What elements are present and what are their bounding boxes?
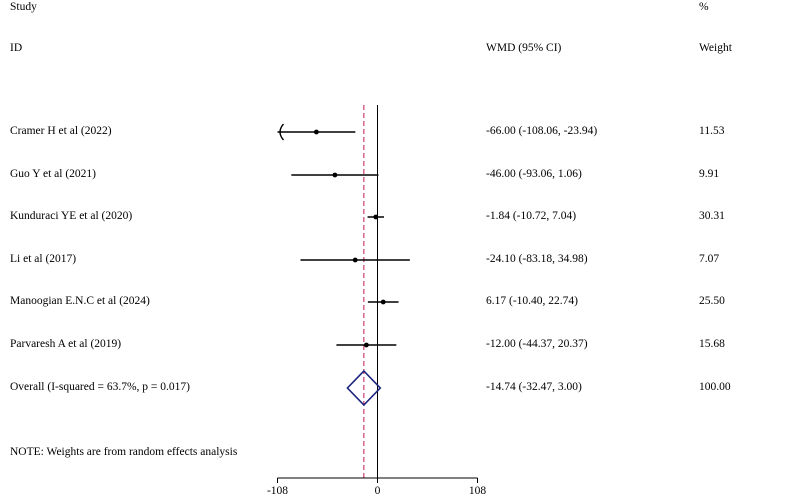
study-ci-text: 6.17 (-10.40, 22.74) xyxy=(486,295,578,307)
footnote: NOTE: Weights are from random effects an… xyxy=(10,446,238,458)
study-label: Cramer H et al (2022) xyxy=(10,125,112,137)
study-weight: 7.07 xyxy=(699,253,720,265)
study-ci-text: -46.00 (-93.06, 1.06) xyxy=(486,168,582,180)
id-header: ID xyxy=(10,42,23,54)
study-weight: 25.50 xyxy=(699,295,725,307)
study-point xyxy=(363,342,369,348)
study-header: Study xyxy=(10,1,37,13)
study-point xyxy=(373,214,379,220)
overall-diamond xyxy=(346,369,382,407)
study-point xyxy=(332,172,338,178)
x-tick-label: -108 xyxy=(266,485,289,497)
study-label: Manoogian E.N.C et al (2024) xyxy=(10,295,150,307)
study-weight: 9.91 xyxy=(699,168,720,180)
study-label: Kunduraci YE et al (2020) xyxy=(10,210,133,222)
study-ci-text: -12.00 (-44.37, 20.37) xyxy=(486,338,588,350)
effect-header: WMD (95% CI) xyxy=(486,42,562,54)
study-point xyxy=(380,299,386,305)
x-tick-label: 0 xyxy=(374,485,381,497)
study-point xyxy=(313,129,319,135)
weight-header: Weight xyxy=(699,42,732,54)
study-label: Parvaresh A et al (2019) xyxy=(10,338,122,350)
study-ci-arrow xyxy=(279,123,285,141)
study-ci-text: -66.00 (-108.06, -23.94) xyxy=(486,125,598,137)
overall-weight: 100.00 xyxy=(699,381,731,393)
study-point xyxy=(352,257,358,263)
study-ci-text: -24.10 (-83.18, 34.98) xyxy=(486,253,588,265)
x-tick-label: 108 xyxy=(468,485,487,497)
study-ci-text: -1.84 (-10.72, 7.04) xyxy=(486,210,577,222)
study-weight: 30.31 xyxy=(699,210,725,222)
study-label: Guo Y et al (2021) xyxy=(10,168,97,180)
overall-ci-text: -14.74 (-32.47, 3.00) xyxy=(486,381,582,393)
percent-header: % xyxy=(699,1,709,13)
study-label: Li et al (2017) xyxy=(10,253,77,265)
overall-label: Overall (I-squared = 63.7%, p = 0.017) xyxy=(10,381,190,393)
study-weight: 15.68 xyxy=(699,338,725,350)
study-weight: 11.53 xyxy=(699,125,725,137)
